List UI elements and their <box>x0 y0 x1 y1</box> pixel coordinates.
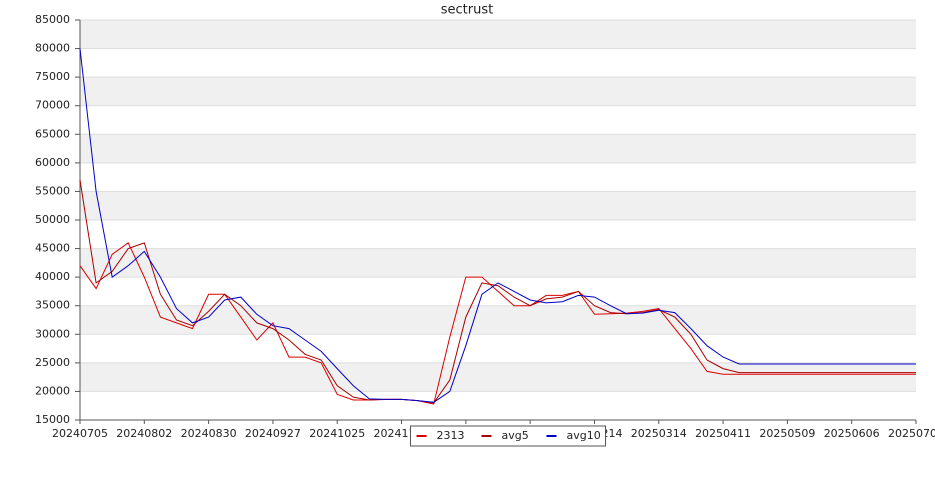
grid-band <box>80 20 916 49</box>
y-tick-label: 75000 <box>35 70 70 83</box>
x-tick-label: 20250704 <box>888 427 935 440</box>
grid-band <box>80 248 916 278</box>
x-tick-label: 20250411 <box>695 427 751 440</box>
grid-band <box>80 77 916 106</box>
x-tick-label: 20240802 <box>116 427 172 440</box>
grid-band <box>80 305 916 335</box>
legend-box <box>410 425 606 447</box>
legend-label: 2313 <box>437 429 465 442</box>
y-tick-label: 35000 <box>35 299 70 312</box>
grid-band <box>80 134 916 163</box>
series-line <box>79 48 916 403</box>
y-tick-label: 60000 <box>35 156 70 169</box>
y-tick-label: 40000 <box>35 270 70 283</box>
x-tick-label: 20240927 <box>245 427 301 440</box>
x-tick-label: 20250314 <box>631 427 687 440</box>
y-tick-label: 45000 <box>35 242 70 255</box>
y-tick-label: 30000 <box>35 327 70 340</box>
y-tick-label: 85000 <box>35 13 70 26</box>
y-tick-label: 65000 <box>35 127 70 140</box>
x-tick-label: 20240830 <box>181 427 237 440</box>
grid-band <box>80 362 916 392</box>
x-tick-label: 20240705 <box>52 427 108 440</box>
legend-label: avg10 <box>567 429 601 442</box>
series-line <box>79 242 916 405</box>
x-tick-label: 20241025 <box>309 427 365 440</box>
series-line <box>79 179 916 404</box>
chart-title: sectrust <box>441 3 493 18</box>
y-tick-label: 55000 <box>35 184 70 197</box>
y-tick-label: 20000 <box>35 384 70 397</box>
x-tick-label: 20250509 <box>759 427 815 440</box>
y-tick-label: 80000 <box>35 42 70 55</box>
legend-label: avg5 <box>502 429 529 442</box>
x-tick-label: 20250606 <box>824 427 880 440</box>
y-tick-label: 25000 <box>35 356 70 369</box>
grid-band <box>80 191 916 220</box>
y-tick-label: 50000 <box>35 213 70 226</box>
y-tick-label: 15000 <box>35 413 70 426</box>
y-tick-label: 70000 <box>35 99 70 112</box>
